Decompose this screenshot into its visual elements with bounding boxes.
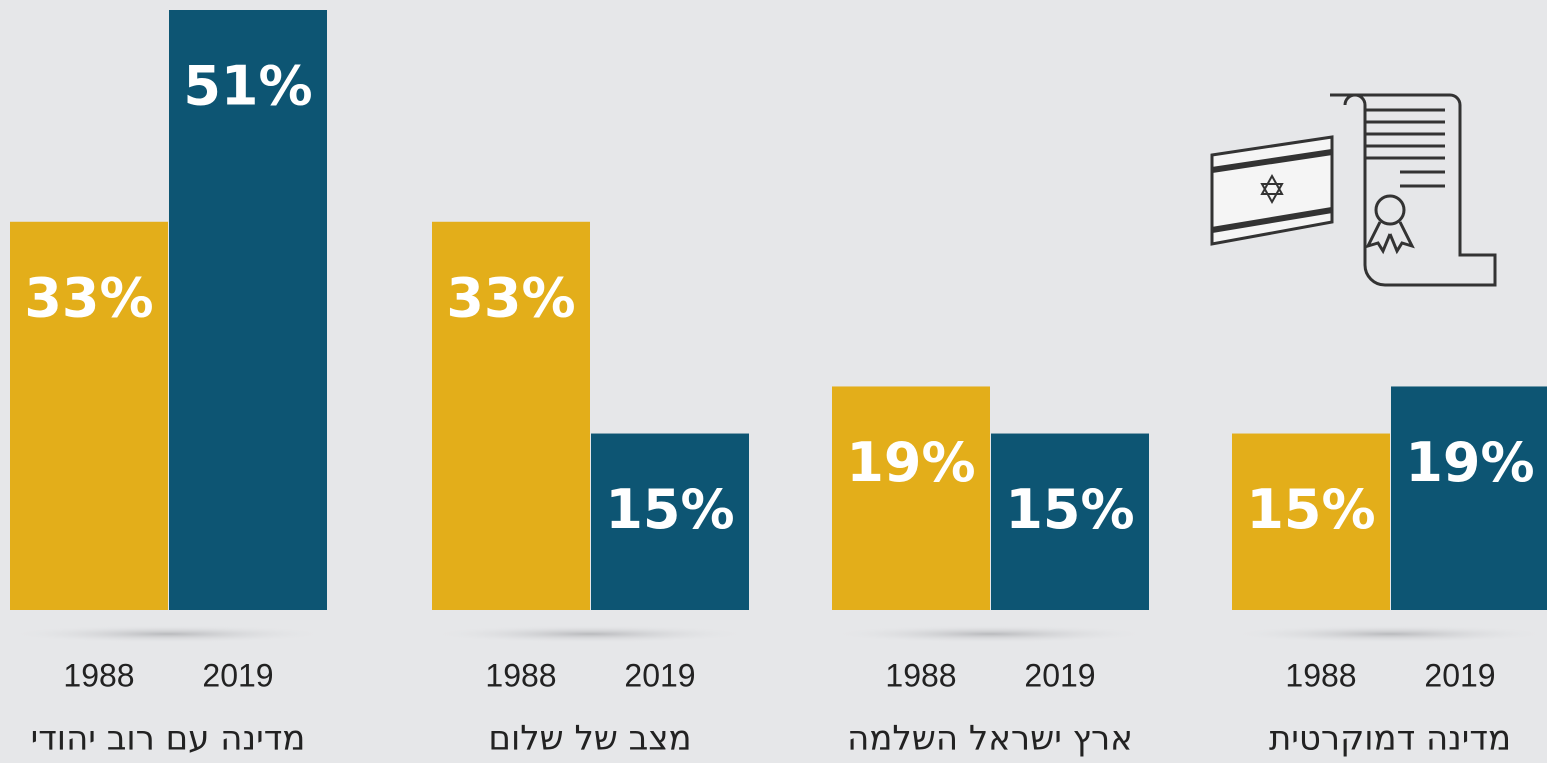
value-label: 33% [446,266,575,329]
shadow [430,625,750,643]
year-label: 1988 [1285,657,1356,693]
year-label: 2019 [624,657,695,693]
category-label: מדינה דמוקרטית [1269,719,1511,759]
year-label: 1988 [485,657,556,693]
shadow [830,625,1150,643]
bar [832,386,990,610]
bar [1232,433,1390,610]
category-label: ארץ ישראל השלמה [847,719,1133,759]
value-label: 15% [605,478,734,541]
value-label: 15% [1246,478,1375,541]
bar [169,10,327,610]
value-label: 19% [1405,431,1534,494]
value-label: 33% [24,266,153,329]
category-label: מצב של שלום [488,719,691,759]
value-label: 51% [183,55,312,118]
year-label: 2019 [1024,657,1095,693]
year-label: 1988 [885,657,956,693]
shadow [8,625,328,643]
value-label: 19% [846,431,975,494]
bar [991,433,1149,610]
bar [1391,386,1547,610]
year-label: 2019 [202,657,273,693]
year-label: 2019 [1424,657,1495,693]
year-label: 1988 [63,657,134,693]
category-label: מדינה עם רוב יהודי [31,719,306,759]
bar [432,221,590,610]
bar [591,433,749,610]
bar [10,221,168,610]
value-label: 15% [1005,478,1134,541]
icon [1210,93,1497,287]
shadow [1230,625,1547,643]
